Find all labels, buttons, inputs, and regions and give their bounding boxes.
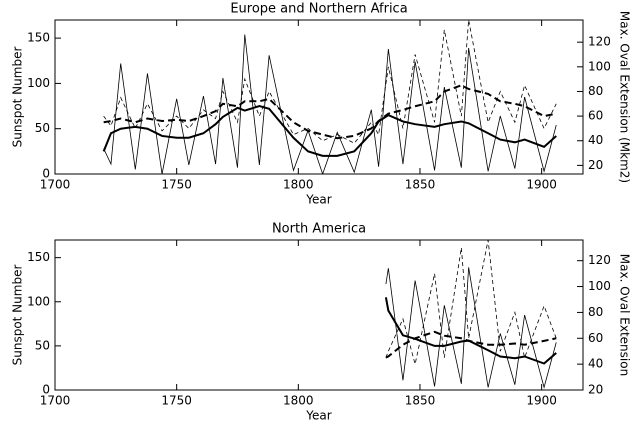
x-tick-label: 1750 [161, 178, 192, 192]
series-line [103, 34, 557, 174]
plot-area [384, 240, 557, 389]
chart-title: Europe and Northern Africa [230, 2, 407, 17]
x-tick-label: 1850 [405, 394, 436, 408]
series-line [385, 240, 557, 365]
y2-tick-label: 80 [588, 84, 603, 98]
x-tick-label: 1700 [40, 178, 71, 192]
x-axis-label: Year [305, 409, 331, 423]
x-tick-label: 1850 [405, 178, 436, 192]
plot-frame [54, 19, 584, 175]
plot-frame [54, 239, 584, 391]
y2-tick-label: 120 [588, 35, 611, 49]
y2-tick-label: 100 [588, 279, 611, 293]
y-axis-label: Sunspot Number [11, 47, 25, 148]
x-tick-label: 1750 [161, 394, 192, 408]
series-line [385, 267, 557, 389]
y-tick-label: 50 [35, 121, 50, 135]
series-line [385, 330, 557, 359]
y-tick-label: 50 [35, 338, 50, 352]
y2-tick-label: 80 [588, 305, 603, 319]
y2-axis-label: Max. Oval Extension (Mkm2) [618, 11, 632, 183]
y2-tick-label: 100 [588, 59, 611, 73]
plot-area [102, 20, 557, 174]
y-tick-label: 100 [27, 294, 50, 308]
x-tick-label: 1800 [283, 178, 314, 192]
series-line [103, 84, 557, 140]
y-tick-label: 100 [27, 76, 50, 90]
series-line [102, 105, 557, 157]
y2-tick-label: 60 [588, 331, 603, 345]
series-line [384, 297, 557, 365]
x-tick-label: 1900 [526, 178, 557, 192]
x-axis-label: Year [305, 193, 331, 207]
x-tick-label: 1900 [526, 394, 557, 408]
y2-tick-label: 20 [588, 158, 603, 172]
x-tick-label: 1800 [283, 394, 314, 408]
chart-title: North America [272, 222, 366, 237]
y2-tick-label: 120 [588, 253, 611, 267]
y2-tick-label: 40 [588, 357, 603, 371]
x-tick-label: 1700 [40, 394, 71, 408]
y-tick-label: 0 [42, 167, 50, 181]
y-tick-label: 150 [27, 250, 50, 264]
y-tick-label: 150 [27, 31, 50, 45]
y-tick-label: 0 [42, 383, 50, 397]
y2-tick-label: 60 [588, 109, 603, 123]
y-axis-label: Sunspot Number [11, 265, 25, 366]
y2-axis-label: Max. Oval Extension [618, 254, 632, 376]
y2-tick-label: 40 [588, 133, 603, 147]
y2-tick-label: 20 [588, 383, 603, 397]
